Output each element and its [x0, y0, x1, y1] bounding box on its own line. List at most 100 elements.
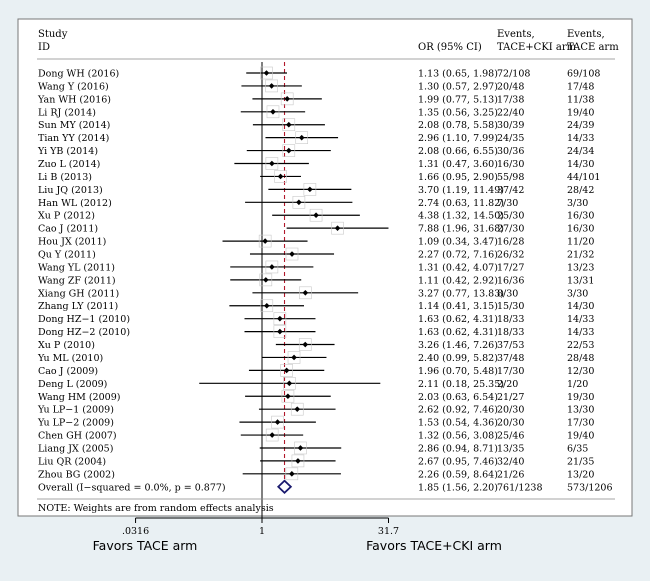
study-events-tace: 14/33 — [567, 327, 594, 338]
study-weight-box — [280, 364, 293, 377]
study-weight-box — [331, 221, 344, 235]
study-weight-box — [258, 234, 272, 248]
study-events-cki: 37/48 — [497, 353, 524, 364]
header-or: OR (95% CI) — [418, 42, 482, 53]
study-events-cki: 20/30 — [497, 405, 524, 416]
study-weight-box — [265, 157, 279, 170]
study-point — [302, 290, 309, 296]
study-ci-text: 4.38 (1.32, 14.50) — [418, 211, 504, 222]
study-events-tace: 16/30 — [567, 211, 594, 222]
study-events-cki: 20/30 — [497, 418, 524, 429]
study-label: Xu P (2012) — [38, 211, 95, 222]
study-events-tace: 28/42 — [567, 185, 594, 196]
study-ci-text: 1.31 (0.47, 3.60) — [418, 159, 498, 170]
plot-panel — [17, 18, 633, 517]
study-weight-box — [265, 260, 279, 274]
header-events-cki-l1: Events, — [497, 29, 535, 40]
study-events-tace: 3/30 — [567, 288, 588, 299]
study-weight-box — [303, 183, 317, 196]
study-events-tace: 17/48 — [567, 81, 594, 92]
study-ci-text: 2.27 (0.72, 7.16) — [418, 250, 498, 261]
study-point — [295, 458, 301, 464]
study-events-tace: 13/30 — [567, 405, 594, 416]
study-weight-box — [285, 467, 299, 481]
study-ci-text: 1.30 (0.57, 2.97) — [418, 81, 498, 92]
study-events-tace: 12/30 — [567, 366, 594, 377]
header-events-cki-l2: TACE+CKI arm — [497, 42, 577, 53]
study-events-cki: 30/36 — [497, 146, 524, 157]
study-weight-box — [290, 402, 304, 416]
study-events-cki: 18/33 — [497, 314, 524, 325]
study-events-cki: 13/35 — [497, 443, 524, 454]
header-study: Study — [38, 29, 68, 40]
study-weight-box — [265, 428, 279, 442]
study-label: Wang YL (2011) — [38, 262, 115, 273]
study-point — [284, 96, 290, 102]
study-events-tace: 11/20 — [567, 237, 594, 248]
study-weight-box — [274, 170, 287, 183]
overall-events-tace: 573/1206 — [567, 482, 613, 493]
study-ci-text: 7.88 (1.96, 31.68) — [418, 224, 504, 235]
study-events-tace: 21/35 — [567, 456, 594, 467]
study-events-tace: 22/53 — [567, 340, 594, 351]
study-ci-text: 3.70 (1.19, 11.49) — [418, 185, 504, 196]
study-events-tace: 13/20 — [567, 469, 594, 480]
study-events-tace: 14/33 — [567, 133, 594, 144]
study-ci-text: 1.13 (0.65, 1.98) — [418, 69, 498, 80]
study-events-cki: 20/48 — [497, 81, 524, 92]
study-ci-text: 3.26 (1.46, 7.26) — [418, 340, 498, 351]
study-label: Zhang LY (2011) — [38, 301, 118, 312]
study-ci-text: 2.96 (1.10, 7.99) — [418, 133, 498, 144]
study-weight-box — [299, 286, 312, 300]
overall-ci-text: 1.85 (1.56, 2.20) — [418, 482, 498, 493]
study-weight-box — [259, 273, 273, 287]
study-label: Cao J (2009) — [38, 366, 98, 377]
study-events-cki: 30/39 — [497, 120, 524, 131]
plot-marks — [199, 62, 389, 518]
study-events-tace: 24/39 — [567, 120, 594, 131]
study-events-tace: 13/23 — [567, 262, 594, 273]
study-label: Yu LP−1 (2009) — [37, 405, 114, 416]
study-label: Deng L (2009) — [38, 379, 107, 390]
study-label: Wang HM (2009) — [38, 392, 120, 403]
study-ci-text: 2.62 (0.92, 7.46) — [418, 405, 498, 416]
study-weight-box — [282, 118, 296, 132]
study-label: Yi YB (2014) — [37, 146, 98, 157]
xlabel-favors-tace-cki: Favors TACE+CKI arm — [366, 538, 502, 553]
study-ci-text: 2.11 (0.18, 25.35) — [418, 379, 504, 390]
study-events-cki: 15/30 — [497, 301, 524, 312]
study-point — [277, 315, 283, 322]
study-events-cki: 55/98 — [497, 172, 524, 183]
study-events-cki: 25/30 — [497, 211, 524, 222]
study-point — [307, 186, 313, 193]
study-events-tace: 19/40 — [567, 431, 594, 442]
study-events-cki: 8/30 — [497, 288, 518, 299]
study-events-tace: 13/31 — [567, 275, 594, 286]
study-events-cki: 21/26 — [497, 469, 524, 480]
study-events-cki: 2/20 — [497, 379, 518, 390]
study-events-cki: 18/33 — [497, 327, 524, 338]
study-label: Li B (2013) — [38, 172, 92, 183]
study-label: Liang JX (2005) — [38, 443, 113, 454]
study-point — [291, 354, 297, 361]
study-events-tace: 3/30 — [567, 198, 588, 209]
study-events-cki: 22/40 — [497, 107, 524, 118]
study-events-tace: 19/40 — [567, 107, 594, 118]
study-weight-box — [309, 208, 323, 222]
study-label: Chen GH (2007) — [38, 431, 117, 442]
study-weight-box — [280, 92, 294, 106]
study-label: Yan WH (2016) — [37, 94, 111, 105]
study-weight-box — [266, 105, 280, 119]
study-point — [277, 173, 284, 180]
study-ci-text: 1.14 (0.41, 3.15) — [418, 301, 498, 312]
study-weight-box — [292, 196, 306, 209]
study-point — [283, 367, 290, 374]
study-ci-text: 1.09 (0.34, 3.47) — [418, 237, 498, 248]
study-weight-box — [282, 144, 296, 157]
study-point — [313, 212, 319, 219]
x-tick-label: 31.7 — [378, 526, 399, 537]
study-point — [289, 471, 295, 477]
study-point — [297, 445, 304, 451]
study-events-cki: 16/30 — [497, 159, 524, 170]
study-weight-box — [271, 415, 284, 429]
